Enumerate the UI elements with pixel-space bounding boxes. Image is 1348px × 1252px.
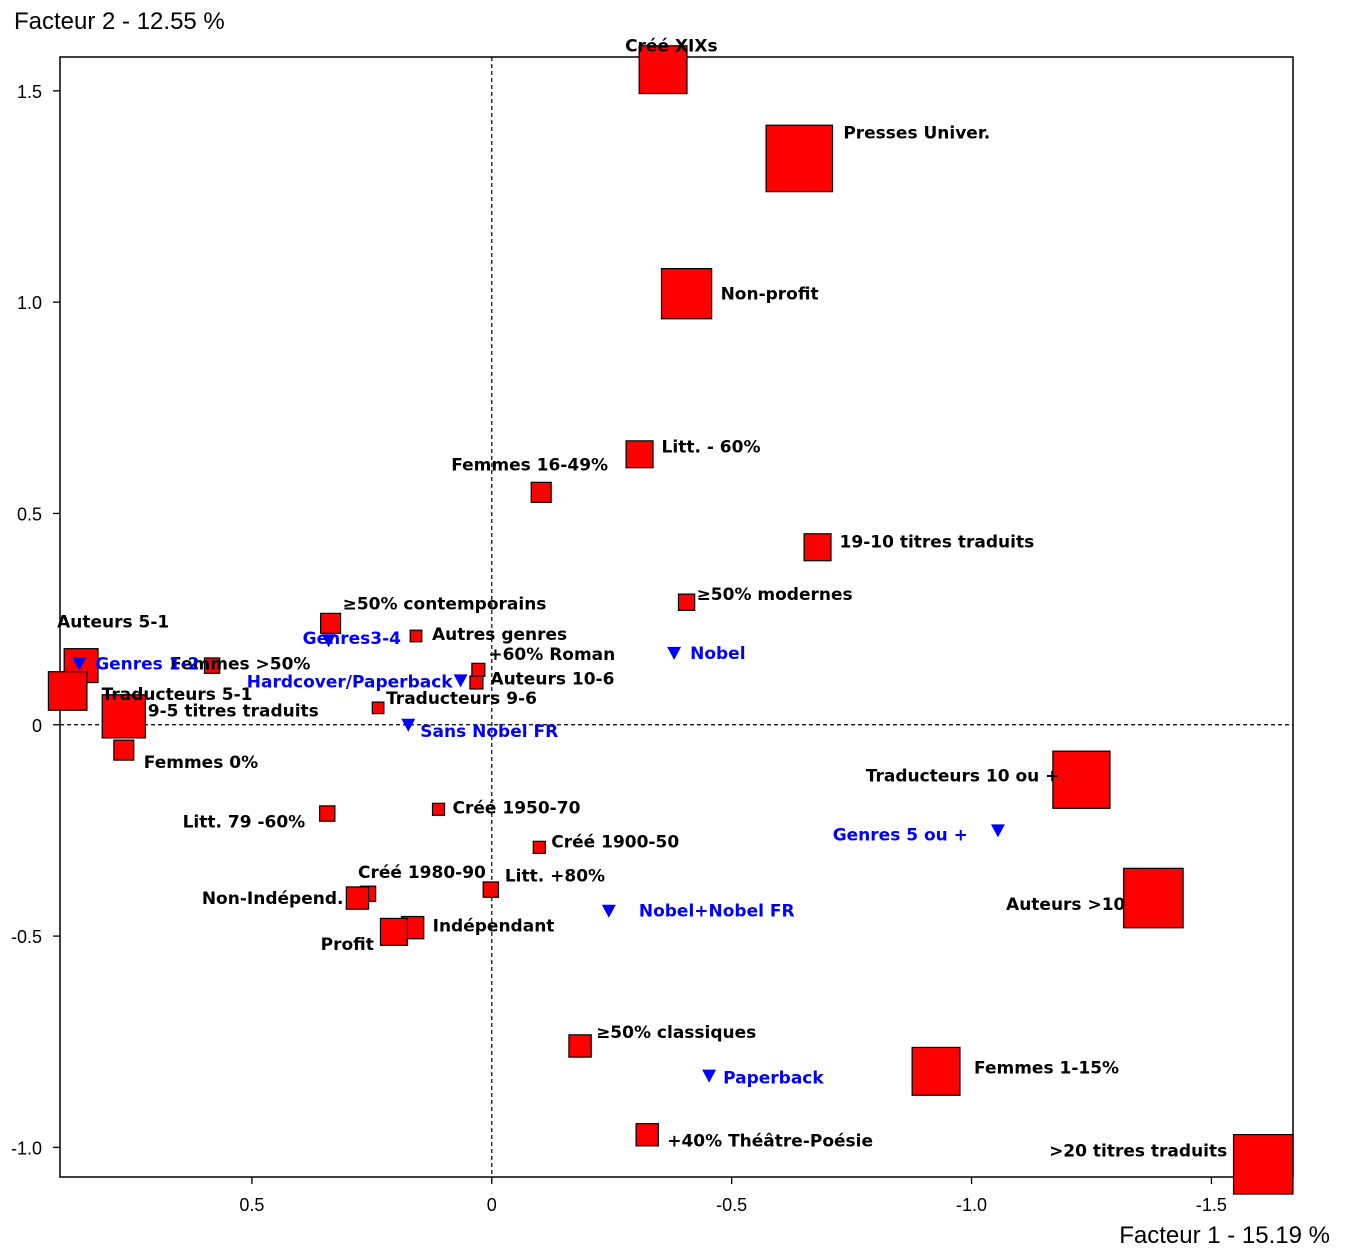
point-genres-1-2: [72, 657, 87, 671]
label-plus60pct-roman: +60% Roman: [488, 645, 615, 665]
point-femmes-16-49pct: [530, 481, 552, 503]
y-tick-label: 0.5: [17, 504, 42, 524]
x-tick-label: -0.5: [716, 1195, 747, 1215]
label-gte50pct-classiques: ≥50% classiques: [596, 1023, 756, 1043]
point-genres3-4: [321, 634, 336, 648]
y-tick-label: 1.0: [17, 293, 42, 313]
point-nobelplusnobel-fr: [601, 904, 616, 918]
point-profit: [379, 917, 408, 946]
label-traducteurs-5-1: Traducteurs 5-1: [102, 685, 253, 705]
point-plus40pct-theatre-poesie: [635, 1123, 659, 1147]
point-traducteurs-9-6: [371, 701, 385, 715]
label-traducteurs-9-6: Traducteurs 9-6: [386, 689, 537, 709]
point-9-5-titres-traduits: [101, 694, 147, 739]
point-autres-genres: [409, 629, 423, 643]
label-non-independ: Non-Indépend.: [202, 889, 344, 909]
label-auteurs-5-1: Auteurs 5-1: [57, 613, 169, 633]
point-hardcover-paperback: [453, 674, 468, 688]
zero-lines: [60, 57, 1293, 1177]
axis-ticks: 0.5 0 -0.5 -1.0 -1.5 1.5 1.0 0.5 0 -0.5 -1.0: [11, 82, 1227, 1215]
point-auteurs-10-6: [469, 675, 484, 690]
y-tick-label: -1.0: [11, 1138, 42, 1158]
label-gte50pct-contemporains: ≥50% contemporains: [343, 594, 547, 614]
x-tick-label: 0.5: [239, 1195, 264, 1215]
point-gte50pct-modernes: [677, 593, 696, 611]
point-femmes-gt50pct: [203, 657, 221, 674]
point-19-10-titres-traduits: [803, 533, 832, 562]
label-sans-nobel-fr: Sans Nobel FR: [420, 722, 558, 742]
label-non-profit: Non-profit: [721, 285, 819, 305]
label-litt-plus80pct: Litt. +80%: [505, 867, 605, 887]
label-gte50pct-modernes: ≥50% modernes: [697, 585, 853, 605]
point-gt20-titres-traduits: [1232, 1133, 1294, 1195]
label-19-10-titres-traduits: 19-10 titres traduits: [840, 532, 1035, 552]
point-auteurs-gt10: [1123, 867, 1184, 929]
y-axis-title: Facteur 2 - 12.55 %: [14, 8, 225, 35]
x-tick-label: -1.0: [956, 1195, 987, 1215]
point-non-independ: [345, 886, 370, 910]
point-femmes-1-15pct: [911, 1046, 961, 1096]
label-litt-79-60pct: Litt. 79 -60%: [183, 813, 306, 833]
label-auteurs-gt10: Auteurs >10: [1006, 895, 1126, 915]
point-traducteurs-10-ou-plus: [1052, 750, 1111, 809]
data-points: [47, 45, 1294, 1195]
y-tick-label: 1.5: [17, 82, 42, 102]
point-gte50pct-classiques: [568, 1034, 592, 1058]
x-tick-label: 0: [487, 1195, 497, 1215]
point-genres-5-ou-plus: [990, 824, 1005, 838]
data-labels: Créé XIXs Presses Univer. Non-profit Litt. …: [57, 37, 1227, 1162]
point-cree-1950-70: [431, 802, 446, 816]
label-hardcover-paperback: Hardcover/Paperback: [247, 672, 453, 692]
y-tick-label: 0: [32, 716, 42, 736]
x-tick-label: -1.5: [1196, 1195, 1227, 1215]
point-plus60pct-roman: [471, 662, 486, 677]
point-litt-60pct: [625, 440, 654, 469]
label-autres-genres: Autres genres: [432, 625, 567, 645]
label-nobel: Nobel: [690, 644, 745, 664]
label-profit: Profit: [321, 935, 374, 955]
y-tick-label: -0.5: [11, 927, 42, 947]
label-nobelplusnobel-fr: Nobel+Nobel FR: [639, 902, 795, 922]
label-presses-univer: Presses Univer.: [843, 123, 990, 143]
label-femmes-0pct: Femmes 0%: [144, 753, 258, 773]
point-traducteurs-5-1: [47, 671, 88, 711]
point-paperback: [702, 1069, 717, 1083]
label-femmes-1-15pct: Femmes 1-15%: [974, 1058, 1119, 1078]
point-cree-1900-50: [532, 840, 546, 854]
point-nobel: [667, 646, 682, 660]
label-traducteurs-10-ou-plus: Traducteurs 10 ou +: [866, 767, 1060, 787]
label-cree-1980-90: Créé 1980-90: [358, 863, 486, 883]
label-cree-1950-70: Créé 1950-70: [453, 798, 581, 818]
label-cree-1900-50: Créé 1900-50: [551, 832, 679, 852]
label-paperback: Paperback: [723, 1069, 824, 1089]
label-independant: Indépendant: [433, 917, 555, 937]
point-gte50pct-contemporains: [320, 612, 342, 634]
label-gt20-titres-traduits: >20 titres traduits: [1049, 1141, 1227, 1161]
label-9-5-titres-traduits: 9-5 titres traduits: [148, 701, 319, 721]
point-cree-xixs: [638, 45, 688, 95]
point-femmes-0pct: [113, 739, 135, 761]
label-cree-xixs: Créé XIXs: [625, 37, 718, 57]
label-femmes-gt50pct: Femmes >50%: [170, 655, 310, 675]
point-litt-79-60pct: [318, 805, 336, 822]
label-auteurs-10-6: Auteurs 10-6: [490, 670, 614, 690]
point-sans-nobel-fr: [401, 718, 416, 732]
label-plus40pct-theatre-poesie: +40% Théâtre-Poésie: [667, 1132, 873, 1152]
point-presses-univer: [765, 124, 834, 193]
label-femmes-16-49pct: Femmes 16-49%: [451, 455, 608, 475]
label-litt-60pct: Litt. - 60%: [662, 437, 761, 457]
label-genres3-4: Genres3-4: [303, 629, 402, 649]
plot-frame: [59, 56, 1294, 1178]
x-axis-title: Facteur 1 - 15.19 %: [1119, 1222, 1330, 1249]
label-genres-5-ou-plus: Genres 5 ou +: [833, 825, 968, 845]
point-non-profit: [660, 268, 713, 320]
label-genres-1-2: Genres 1-2: [95, 654, 199, 674]
point-litt-plus80pct: [482, 881, 500, 898]
